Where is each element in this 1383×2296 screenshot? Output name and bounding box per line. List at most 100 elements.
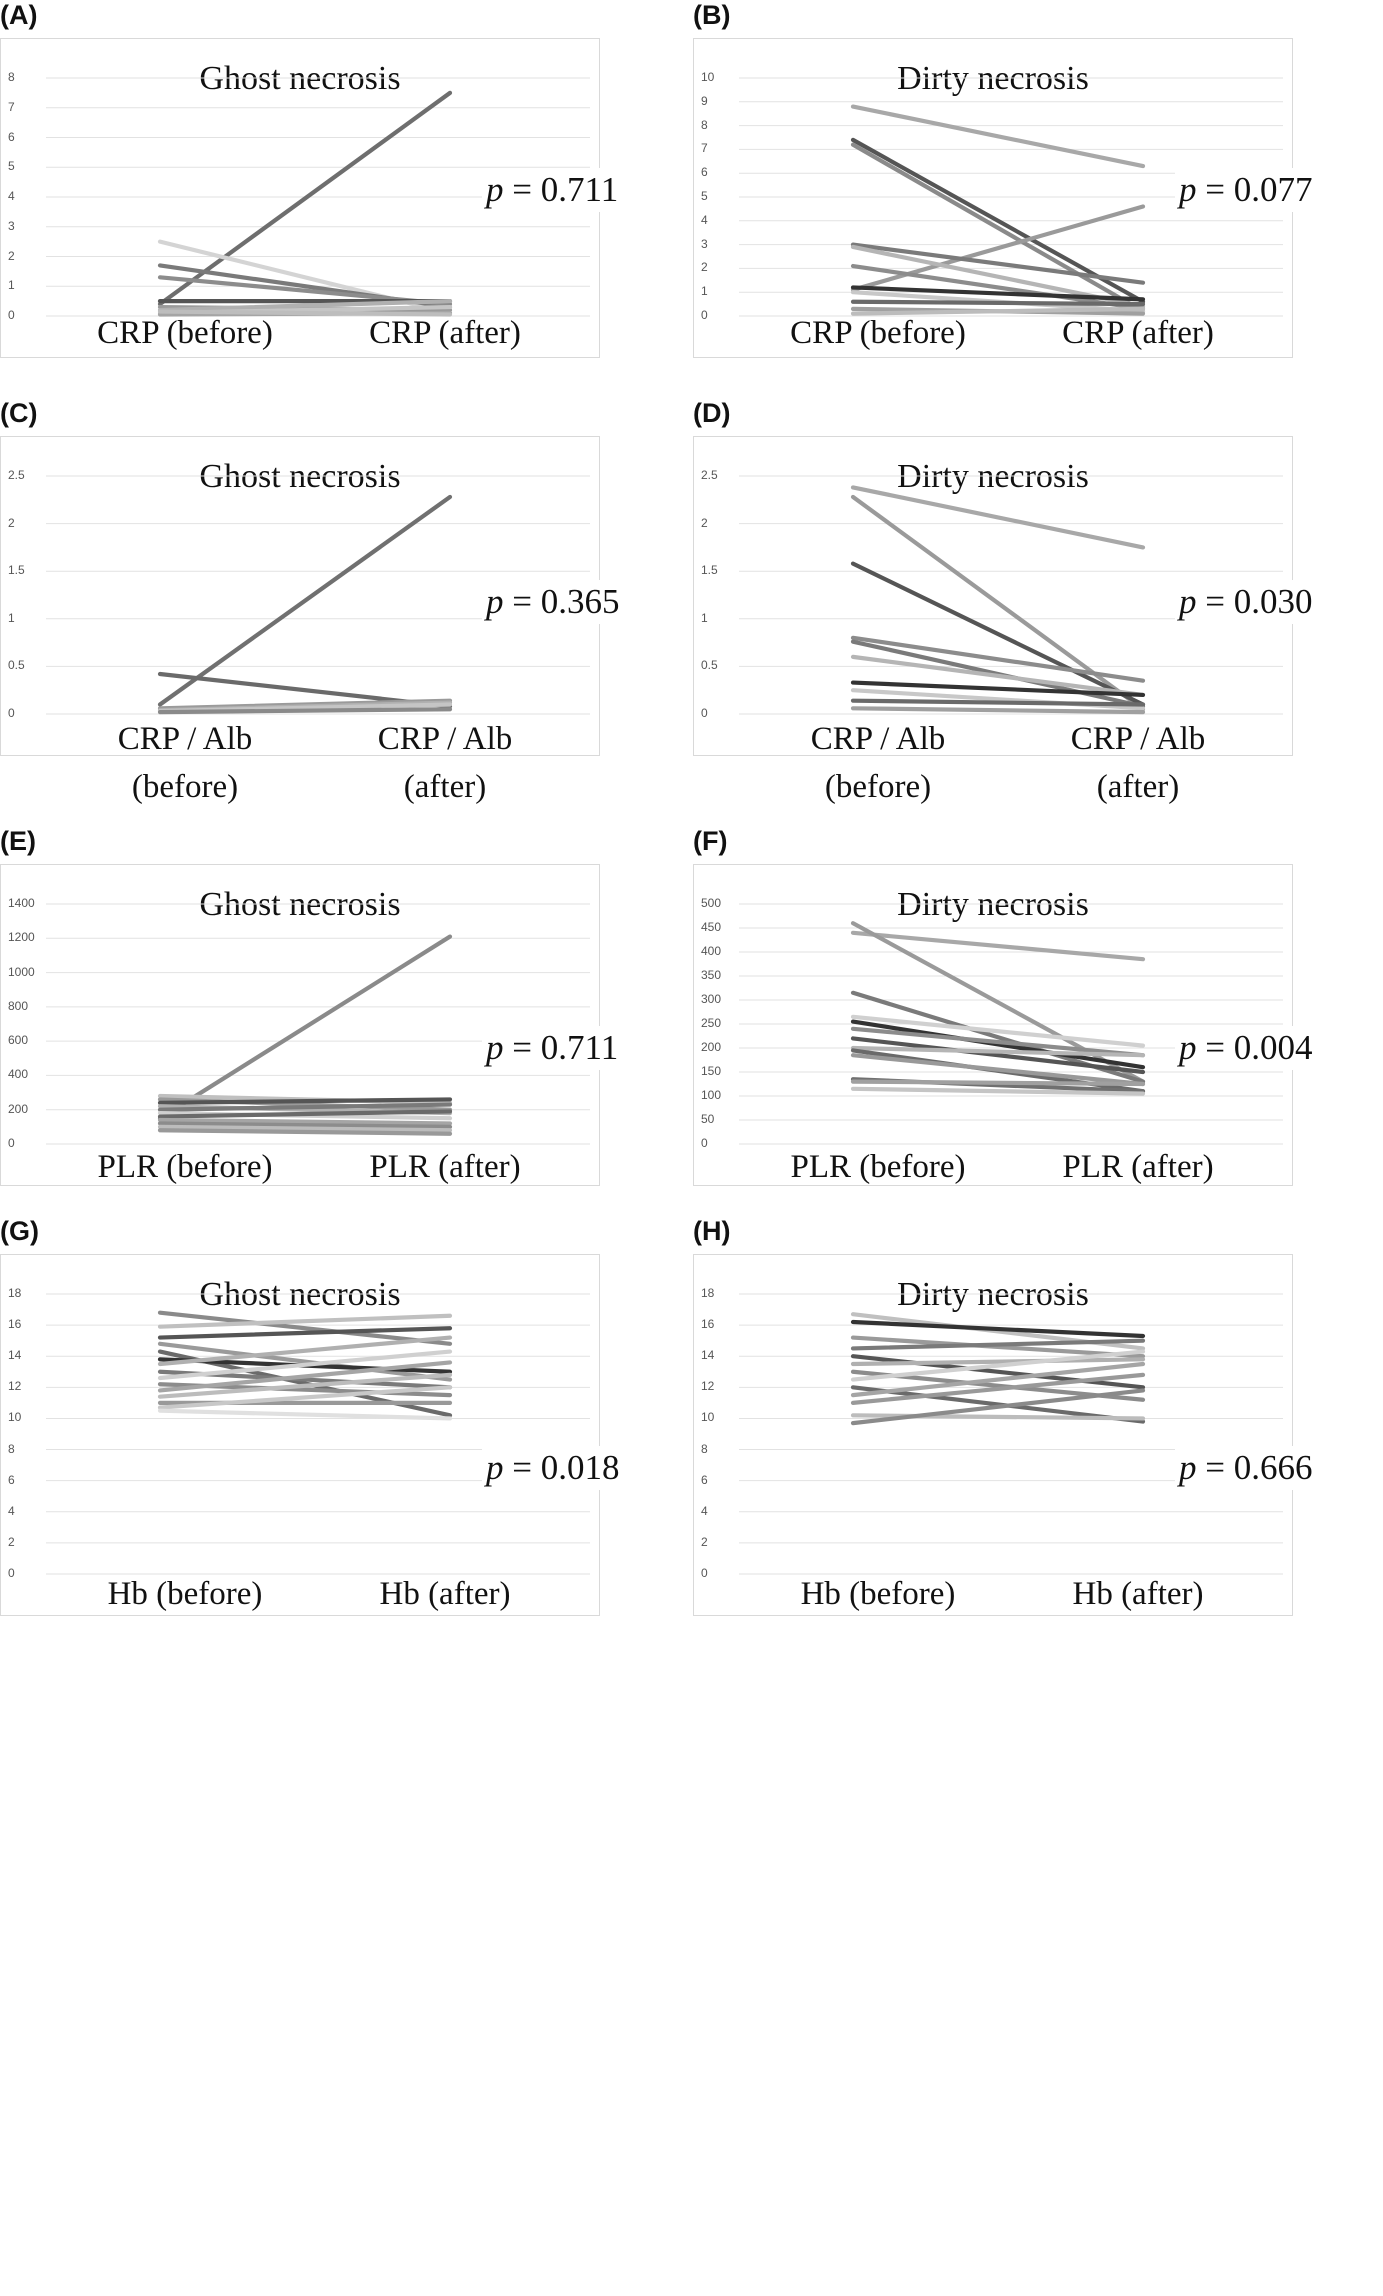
y-tick-label: 1400 [8, 896, 35, 910]
plot-area [693, 1254, 1293, 1616]
series-line [850, 299, 1146, 307]
x-tick-label: CRP (before) [738, 310, 1018, 358]
series-line [850, 485, 1146, 550]
y-tick-label: 4 [701, 1503, 708, 1518]
y-tick-label: 8 [701, 117, 708, 132]
series-line [850, 142, 1146, 314]
y-tick-label: 0 [701, 308, 708, 322]
x-tick-label: PLR (before) [738, 1144, 1018, 1192]
series-line [850, 930, 1146, 962]
y-tick-label: 5 [701, 189, 708, 203]
chart-svg [46, 903, 590, 1145]
x-tick-label-line: (after) [1096, 768, 1180, 805]
p-symbol: p [1179, 582, 1197, 621]
p-value-label: p = 0.018 [482, 1446, 624, 1490]
y-tick-label: 0 [8, 308, 15, 322]
chart-svg [46, 475, 590, 715]
y-tick-label: 0 [701, 1136, 708, 1150]
chart-panel: (B) Dirty necrosis 0 1 2 3 4 5 6 7 8 9 10 p = 0.077 CR… [693, 0, 1383, 560]
x-tick-label: CRP (before) [45, 310, 325, 358]
series-line [850, 1019, 1146, 1070]
y-tick-label: 0.5 [701, 658, 718, 673]
y-tick-label: 8 [8, 1441, 15, 1456]
x-tick-label-line: PLR (before) [790, 1149, 966, 1185]
series-line [157, 707, 453, 715]
x-tick-label-line: PLR (before) [97, 1149, 273, 1185]
series-line [850, 1388, 1146, 1426]
x-tick-label: Hb (before) [738, 1571, 1018, 1619]
x-tick-label: PLR (after) [998, 1144, 1278, 1192]
y-tick-label: 18 [701, 1286, 715, 1300]
series-line [850, 242, 1146, 285]
x-tick-label-line: PLR (after) [369, 1149, 521, 1185]
x-tick-label-line: CRP / Alb [377, 721, 513, 757]
x-tick-label-line: Hb (after) [379, 1576, 511, 1612]
chart-panel: (H) Dirty necrosis 0 2 4 6 8 10 12 14 16 18 p = 0.66… [693, 1216, 1383, 1776]
p-symbol: p [486, 1028, 504, 1067]
x-tick-label: CRP / Alb (before) [45, 716, 325, 812]
y-tick-label: 0 [8, 1136, 15, 1150]
p-value-label: p = 0.365 [482, 580, 624, 624]
y-tick-label: 800 [8, 998, 29, 1013]
y-tick-label: 150 [701, 1064, 722, 1078]
y-tick-label: 0.5 [8, 658, 25, 673]
y-tick-label: 6 [8, 129, 15, 144]
series-line [157, 1102, 453, 1112]
series-line [157, 1310, 453, 1346]
y-tick-label: 12 [8, 1379, 22, 1394]
y-tick-label: 100 [701, 1088, 722, 1102]
series-line [157, 1335, 453, 1367]
x-tick-label-line: (before) [824, 768, 932, 805]
p-value-label: p = 0.077 [1175, 168, 1317, 212]
series-line [850, 698, 1146, 707]
y-tick-label: 3 [701, 236, 708, 251]
y-tick-label: 250 [701, 1016, 722, 1030]
chart-svg [46, 1293, 590, 1575]
series-line [850, 104, 1146, 169]
x-tick-label-line: CRP (after) [1062, 315, 1214, 351]
panel-label: (B) [693, 0, 731, 30]
y-tick-label: 1 [8, 278, 15, 293]
panel-label: (G) [0, 1216, 39, 1246]
y-tick-label: 300 [701, 992, 722, 1006]
chart-panel: (A) Ghost necrosis 0 1 2 3 4 5 6 7 8 p = 0.711 CRP (… [0, 0, 690, 560]
y-tick-label: 50 [701, 1112, 715, 1126]
p-value-label: p = 0.711 [482, 168, 623, 212]
y-tick-label: 2 [8, 248, 15, 263]
panel-label: (A) [0, 0, 38, 30]
series-line [157, 1349, 453, 1381]
y-tick-label: 8 [8, 70, 15, 84]
p-value-text: = 0.711 [503, 170, 619, 209]
series-line [157, 1372, 453, 1399]
y-tick-label: 10 [8, 1410, 22, 1425]
p-symbol: p [1179, 1448, 1197, 1487]
series-line [157, 90, 453, 307]
chart-svg [739, 903, 1283, 1145]
series-line [850, 1319, 1146, 1339]
series-line [850, 285, 1146, 302]
y-tick-label: 2 [8, 1534, 15, 1549]
x-tick-label: PLR (before) [45, 1144, 325, 1192]
series-line [157, 1117, 453, 1126]
series-line [157, 934, 453, 1121]
p-value-text: = 0.004 [1196, 1028, 1313, 1067]
panel-label: (E) [0, 826, 36, 856]
y-tick-label: 350 [701, 968, 722, 982]
series-line [157, 1408, 453, 1421]
chart-panel: (G) Ghost necrosis 0 2 4 6 8 10 12 14 16 18 p = 0.01… [0, 1216, 690, 1776]
series-line [850, 1026, 1146, 1058]
panel-label: (H) [693, 1216, 731, 1246]
y-tick-label: 0 [8, 1566, 15, 1580]
y-tick-label: 3 [8, 218, 15, 233]
x-tick-label-line: Hb (before) [107, 1576, 263, 1612]
y-tick-label: 1.5 [701, 563, 718, 578]
chart-panel: (D) Dirty necrosis 0 0.5 1 1.5 2 2.5 p = 0.030 CR… [693, 398, 1383, 958]
plot-area [0, 1254, 600, 1616]
y-tick-label: 6 [701, 165, 708, 180]
x-tick-label: Hb (after) [998, 1571, 1278, 1619]
x-tick-label-line: CRP / Alb [1070, 721, 1206, 757]
y-tick-label: 1.5 [8, 563, 25, 578]
series-line [157, 1121, 453, 1129]
series-line [157, 1326, 453, 1340]
x-tick-label-line: CRP (before) [97, 315, 273, 351]
